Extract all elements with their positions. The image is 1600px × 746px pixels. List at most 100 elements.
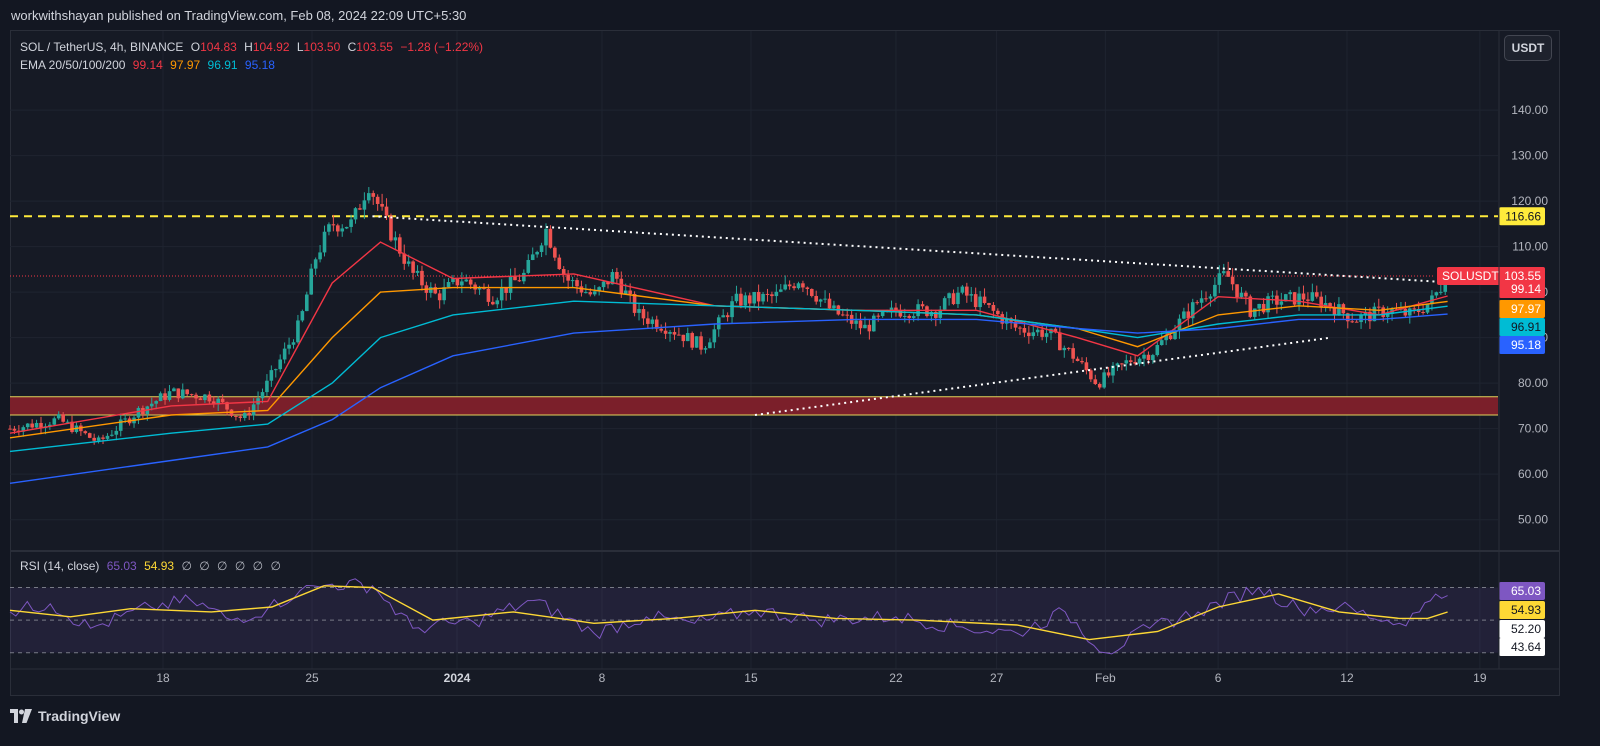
ema50-value: 97.97: [170, 58, 201, 72]
candle-body: [544, 228, 548, 246]
candle-body: [530, 254, 535, 261]
candle-body: [579, 286, 584, 293]
candle-body: [823, 298, 827, 300]
candle-body: [25, 423, 30, 428]
candle-body: [827, 298, 832, 309]
candle-body: [561, 269, 566, 275]
candle-body: [1044, 333, 1049, 337]
candle-body: [685, 333, 690, 342]
candle-body: [1217, 273, 1222, 285]
rsi-ma-line: [9, 585, 1448, 641]
candle-body: [960, 286, 965, 293]
candle-body: [309, 268, 314, 295]
candle-body: [809, 289, 814, 296]
candle-body: [1407, 308, 1412, 316]
candle-body: [1261, 303, 1266, 313]
ema-price-tag-1: 99.14: [1511, 282, 1541, 296]
resistance-price-tag-bg: [1499, 207, 1545, 226]
candle-body: [858, 320, 863, 329]
y-tick-label: 80.00: [1518, 376, 1548, 390]
ema-legend[interactable]: EMA 20/50/100/200 99.14 97.97 96.91 95.1…: [20, 58, 279, 72]
candle-body: [1195, 302, 1199, 304]
candle-body: [375, 196, 380, 204]
candle-body: [818, 299, 823, 302]
candle-body: [8, 428, 12, 430]
candle-body: [584, 292, 588, 294]
candle-body: [610, 272, 615, 285]
tradingview-brand: TradingView: [38, 708, 121, 724]
candle-body: [1257, 303, 1261, 309]
last-price-value: 103.55: [1504, 269, 1541, 283]
candle-body: [420, 270, 424, 286]
candle-body: [429, 287, 433, 293]
candle-body: [801, 283, 805, 288]
candle-body: [1027, 332, 1031, 337]
candle-body: [1035, 329, 1040, 333]
symbol-name[interactable]: SOL / TetherUS, 4h, BINANCE: [20, 40, 184, 54]
candle-body: [12, 428, 17, 431]
rsi-ma-value-tag: 54.93: [1511, 603, 1541, 617]
rsi-legend[interactable]: RSI (14, close) 65.03 54.93 ∅ ∅ ∅ ∅ ∅ ∅: [20, 559, 285, 573]
candle-body: [344, 226, 349, 229]
candle-body: [291, 342, 296, 345]
candle-body: [380, 203, 384, 207]
ema-price-tag-4-bg: [1499, 336, 1545, 354]
candle-body: [504, 287, 508, 293]
candle-body: [118, 419, 123, 431]
candle-body: [247, 413, 252, 416]
candle-body: [194, 394, 198, 399]
candle-body: [167, 391, 172, 400]
candle-body: [220, 398, 225, 403]
candle-body: [601, 281, 606, 288]
candle-body: [522, 272, 526, 282]
candle-body: [588, 292, 593, 295]
candle-body: [1292, 292, 1297, 305]
candle-body: [172, 388, 176, 392]
candle-body: [1230, 276, 1235, 285]
candle-body: [1421, 312, 1425, 314]
candle-body: [889, 307, 894, 311]
candle-body: [411, 261, 415, 273]
trendline-ascending: [754, 336, 1331, 417]
change-value: −1.28 (−1.22%): [400, 40, 484, 54]
candle-body: [903, 315, 907, 317]
x-tick-label: 22: [889, 671, 903, 685]
candle-body: [1350, 321, 1355, 323]
candle-body: [978, 296, 982, 308]
candle-body: [871, 315, 876, 332]
candle-body: [1199, 298, 1204, 303]
ema200-value: 95.18: [244, 58, 275, 72]
close-label: C: [347, 40, 357, 54]
x-tick-label: 15: [744, 671, 758, 685]
candle-body: [747, 295, 752, 304]
candle-body: [353, 208, 358, 220]
tradingview-logo[interactable]: TradingView: [10, 708, 120, 724]
candle-body: [389, 215, 393, 241]
currency-button[interactable]: USDT: [1504, 35, 1552, 61]
candle-body: [765, 293, 770, 295]
candle-body: [965, 286, 969, 296]
candle-body: [1097, 383, 1102, 388]
candle-body: [566, 274, 570, 281]
candle-body: [646, 318, 650, 324]
ema100-value: 96.91: [207, 58, 238, 72]
candle-body: [1266, 296, 1270, 313]
candle-body: [513, 276, 517, 281]
candle-body: [211, 401, 216, 405]
candle-body: [101, 437, 105, 439]
close-value: 103.55: [356, 40, 393, 54]
rsi-extra-5: ∅: [252, 559, 264, 573]
x-tick-label: 2024: [444, 671, 471, 685]
candle-body: [21, 427, 26, 432]
candle-body: [468, 279, 473, 285]
ema-price-tag-3-bg: [1499, 318, 1545, 336]
ema-price-tag-2-bg: [1499, 300, 1545, 318]
candle-body: [327, 224, 331, 232]
candle-body: [690, 333, 694, 348]
tradingview-logo-icon: [10, 709, 32, 723]
x-tick-label: 19: [1473, 671, 1487, 685]
candle-body: [548, 228, 553, 248]
candle-body: [863, 324, 867, 329]
footer: TradingView: [0, 696, 1600, 746]
